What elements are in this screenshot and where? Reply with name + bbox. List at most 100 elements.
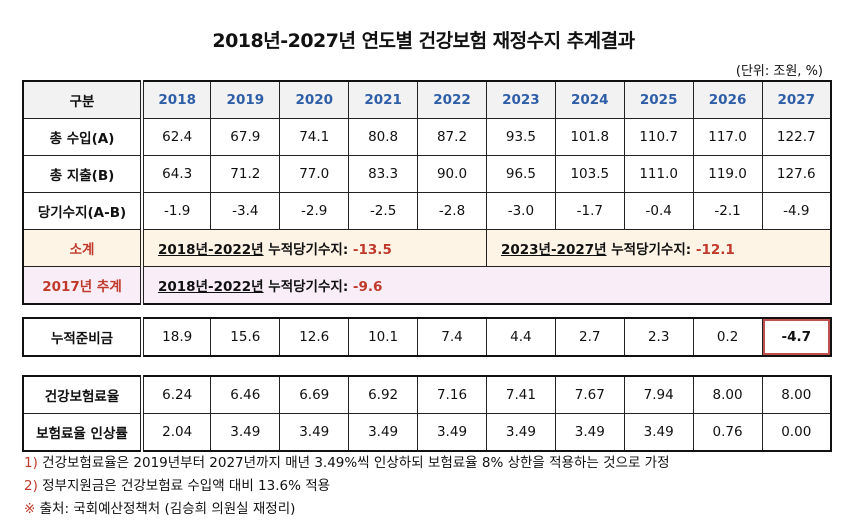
year-header: 2024 [554, 80, 625, 119]
subtotal-text: 누적당기수지: [611, 242, 692, 258]
cell-value: -1.7 [554, 192, 625, 230]
cell-value: 77.0 [279, 155, 350, 193]
cell-value: 101.8 [554, 118, 625, 156]
cell-value: 7.4 [417, 317, 487, 357]
cell-value: 7.41 [485, 375, 556, 414]
cell-value: 117.0 [692, 118, 763, 156]
cell-value: 110.7 [623, 118, 694, 156]
year-header: 2025 [623, 80, 694, 119]
subtotal-period-2: 2023년-2027년 누적당기수지: -12.1 [485, 229, 832, 267]
table-row: 총 수입(A) 62.4 67.9 74.1 80.8 87.2 93.5 101.8 110.… [22, 118, 832, 156]
note-text: 건강보험료율은 2019년부터 2027년까지 매년 3.49%씩 인상하되 보… [42, 455, 670, 471]
row-label: 누적준비금 [22, 317, 144, 357]
table-row: 누적준비금 18.9 15.6 12.6 10.1 7.4 4.4 2.7 2.3 0.2 -4.7 [22, 317, 832, 357]
subtotal-text: 누적당기수지: [268, 242, 349, 258]
cell-value: 127.6 [761, 155, 832, 193]
cell-value: 3.49 [485, 413, 556, 452]
row-label: 총 지출(B) [22, 155, 144, 193]
note-1: 1) 건강보험료율은 2019년부터 2027년까지 매년 3.49%씩 인상하… [24, 451, 670, 471]
cell-value: 90.0 [417, 155, 487, 193]
year-header: 2021 [348, 80, 419, 119]
cell-value: 12.6 [279, 317, 350, 357]
cell-value: 3.49 [348, 413, 419, 452]
note-mark: ※ [24, 501, 36, 517]
cell-value: 6.24 [141, 375, 212, 414]
cell-value: -2.9 [279, 192, 350, 230]
subtotal-value: -13.5 [352, 242, 392, 258]
cell-value: 3.49 [623, 413, 694, 452]
cell-value: 103.5 [554, 155, 625, 193]
cell-value: 0.00 [761, 413, 832, 452]
cell-value: -2.8 [417, 192, 487, 230]
cell-value: 8.00 [692, 375, 763, 414]
prev-estimate-row: 2017년 추계 2018년-2022년 누적당기수지: -9.6 [22, 266, 832, 305]
year-header: 2022 [417, 80, 487, 119]
cell-value: 18.9 [141, 317, 212, 357]
year-header: 2023 [485, 80, 556, 119]
finance-table: 구분 2018 2019 2020 2021 2022 2023 2024 20… [22, 80, 832, 305]
cell-value: 80.8 [348, 118, 419, 156]
row-label: 보험료율 인상률 [22, 413, 144, 452]
cell-value: 6.92 [348, 375, 419, 414]
prev-period: 2018년-2022년 누적당기수지: -9.6 [141, 266, 832, 305]
subtotal-label: 소계 [22, 229, 144, 267]
table-row: 총 지출(B) 64.3 71.2 77.0 83.3 90.0 96.5 103.5 111.… [22, 155, 832, 193]
cell-value: -3.4 [210, 192, 281, 230]
note-text: 정부지원금은 건강보험료 수입액 대비 13.6% 적용 [42, 478, 331, 494]
cell-value: 83.3 [348, 155, 419, 193]
cell-value: 74.1 [279, 118, 350, 156]
cell-value: 0.2 [692, 317, 763, 357]
prev-text: 누적당기수지: [268, 279, 349, 295]
cell-value: 2.04 [141, 413, 212, 452]
cell-value: 7.94 [623, 375, 694, 414]
cell-value: 3.49 [279, 413, 350, 452]
cell-value: 67.9 [210, 118, 281, 156]
cell-value: 93.5 [485, 118, 556, 156]
cell-value: 4.4 [485, 317, 556, 357]
cell-value: 119.0 [692, 155, 763, 193]
note-mark: 2) [24, 478, 38, 494]
page-title: 2018년-2027년 연도별 건강보험 재정수지 추계결과 [212, 30, 635, 52]
cell-value: 8.00 [761, 375, 832, 414]
year-header: 2027 [761, 80, 832, 119]
cell-value: 10.1 [348, 317, 419, 357]
year-header: 2019 [210, 80, 281, 119]
period: 2023년-2027년 [500, 242, 607, 258]
cell-value: 7.16 [417, 375, 487, 414]
subtotal-period-1: 2018년-2022년 누적당기수지: -13.5 [141, 229, 487, 267]
subtotal-row: 소계 2018년-2022년 누적당기수지: -13.5 2023년-2027년… [22, 229, 832, 267]
cell-value: 2.3 [623, 317, 694, 357]
header-row: 구분 2018 2019 2020 2021 2022 2023 2024 20… [22, 80, 832, 119]
cell-value: 6.46 [210, 375, 281, 414]
note-source: ※ 출처: 국회예산정책처 (김승희 의원실 재정리) [24, 497, 295, 517]
cell-value: 87.2 [417, 118, 487, 156]
prev-label: 2017년 추계 [22, 266, 144, 305]
cell-value: 6.69 [279, 375, 350, 414]
note-2: 2) 정부지원금은 건강보험료 수입액 대비 13.6% 적용 [24, 474, 330, 494]
cell-value: -2.5 [348, 192, 419, 230]
cell-value: 96.5 [485, 155, 556, 193]
cell-value: 2.7 [554, 317, 625, 357]
cell-value: 64.3 [141, 155, 212, 193]
cell-value: -1.9 [141, 192, 212, 230]
row-label: 당기수지(A-B) [22, 192, 144, 230]
period: 2018년-2022년 [158, 242, 264, 258]
cell-value: 7.67 [554, 375, 625, 414]
cell-value: 3.49 [554, 413, 625, 452]
subtotal-value: -12.1 [695, 242, 735, 258]
row-label: 건강보험료율 [22, 375, 144, 414]
note-mark: 1) [24, 455, 38, 471]
cell-value: -4.9 [761, 192, 832, 230]
table-row: 당기수지(A-B) -1.9 -3.4 -2.9 -2.5 -2.8 -3.0 -1.7 -0.… [22, 192, 832, 230]
cell-value: 15.6 [210, 317, 281, 357]
cell-value: 122.7 [761, 118, 832, 156]
year-header: 2018 [141, 80, 212, 119]
cell-value: 71.2 [210, 155, 281, 193]
cell-value: 3.49 [417, 413, 487, 452]
cell-value: 3.49 [210, 413, 281, 452]
cell-value: -4.7 [761, 317, 832, 357]
prev-value: -9.6 [352, 279, 383, 295]
year-header: 2026 [692, 80, 763, 119]
table-row: 건강보험료율 6.24 6.46 6.69 6.92 7.16 7.41 7.67 7.94 8.… [22, 375, 832, 414]
cell-value: 0.76 [692, 413, 763, 452]
